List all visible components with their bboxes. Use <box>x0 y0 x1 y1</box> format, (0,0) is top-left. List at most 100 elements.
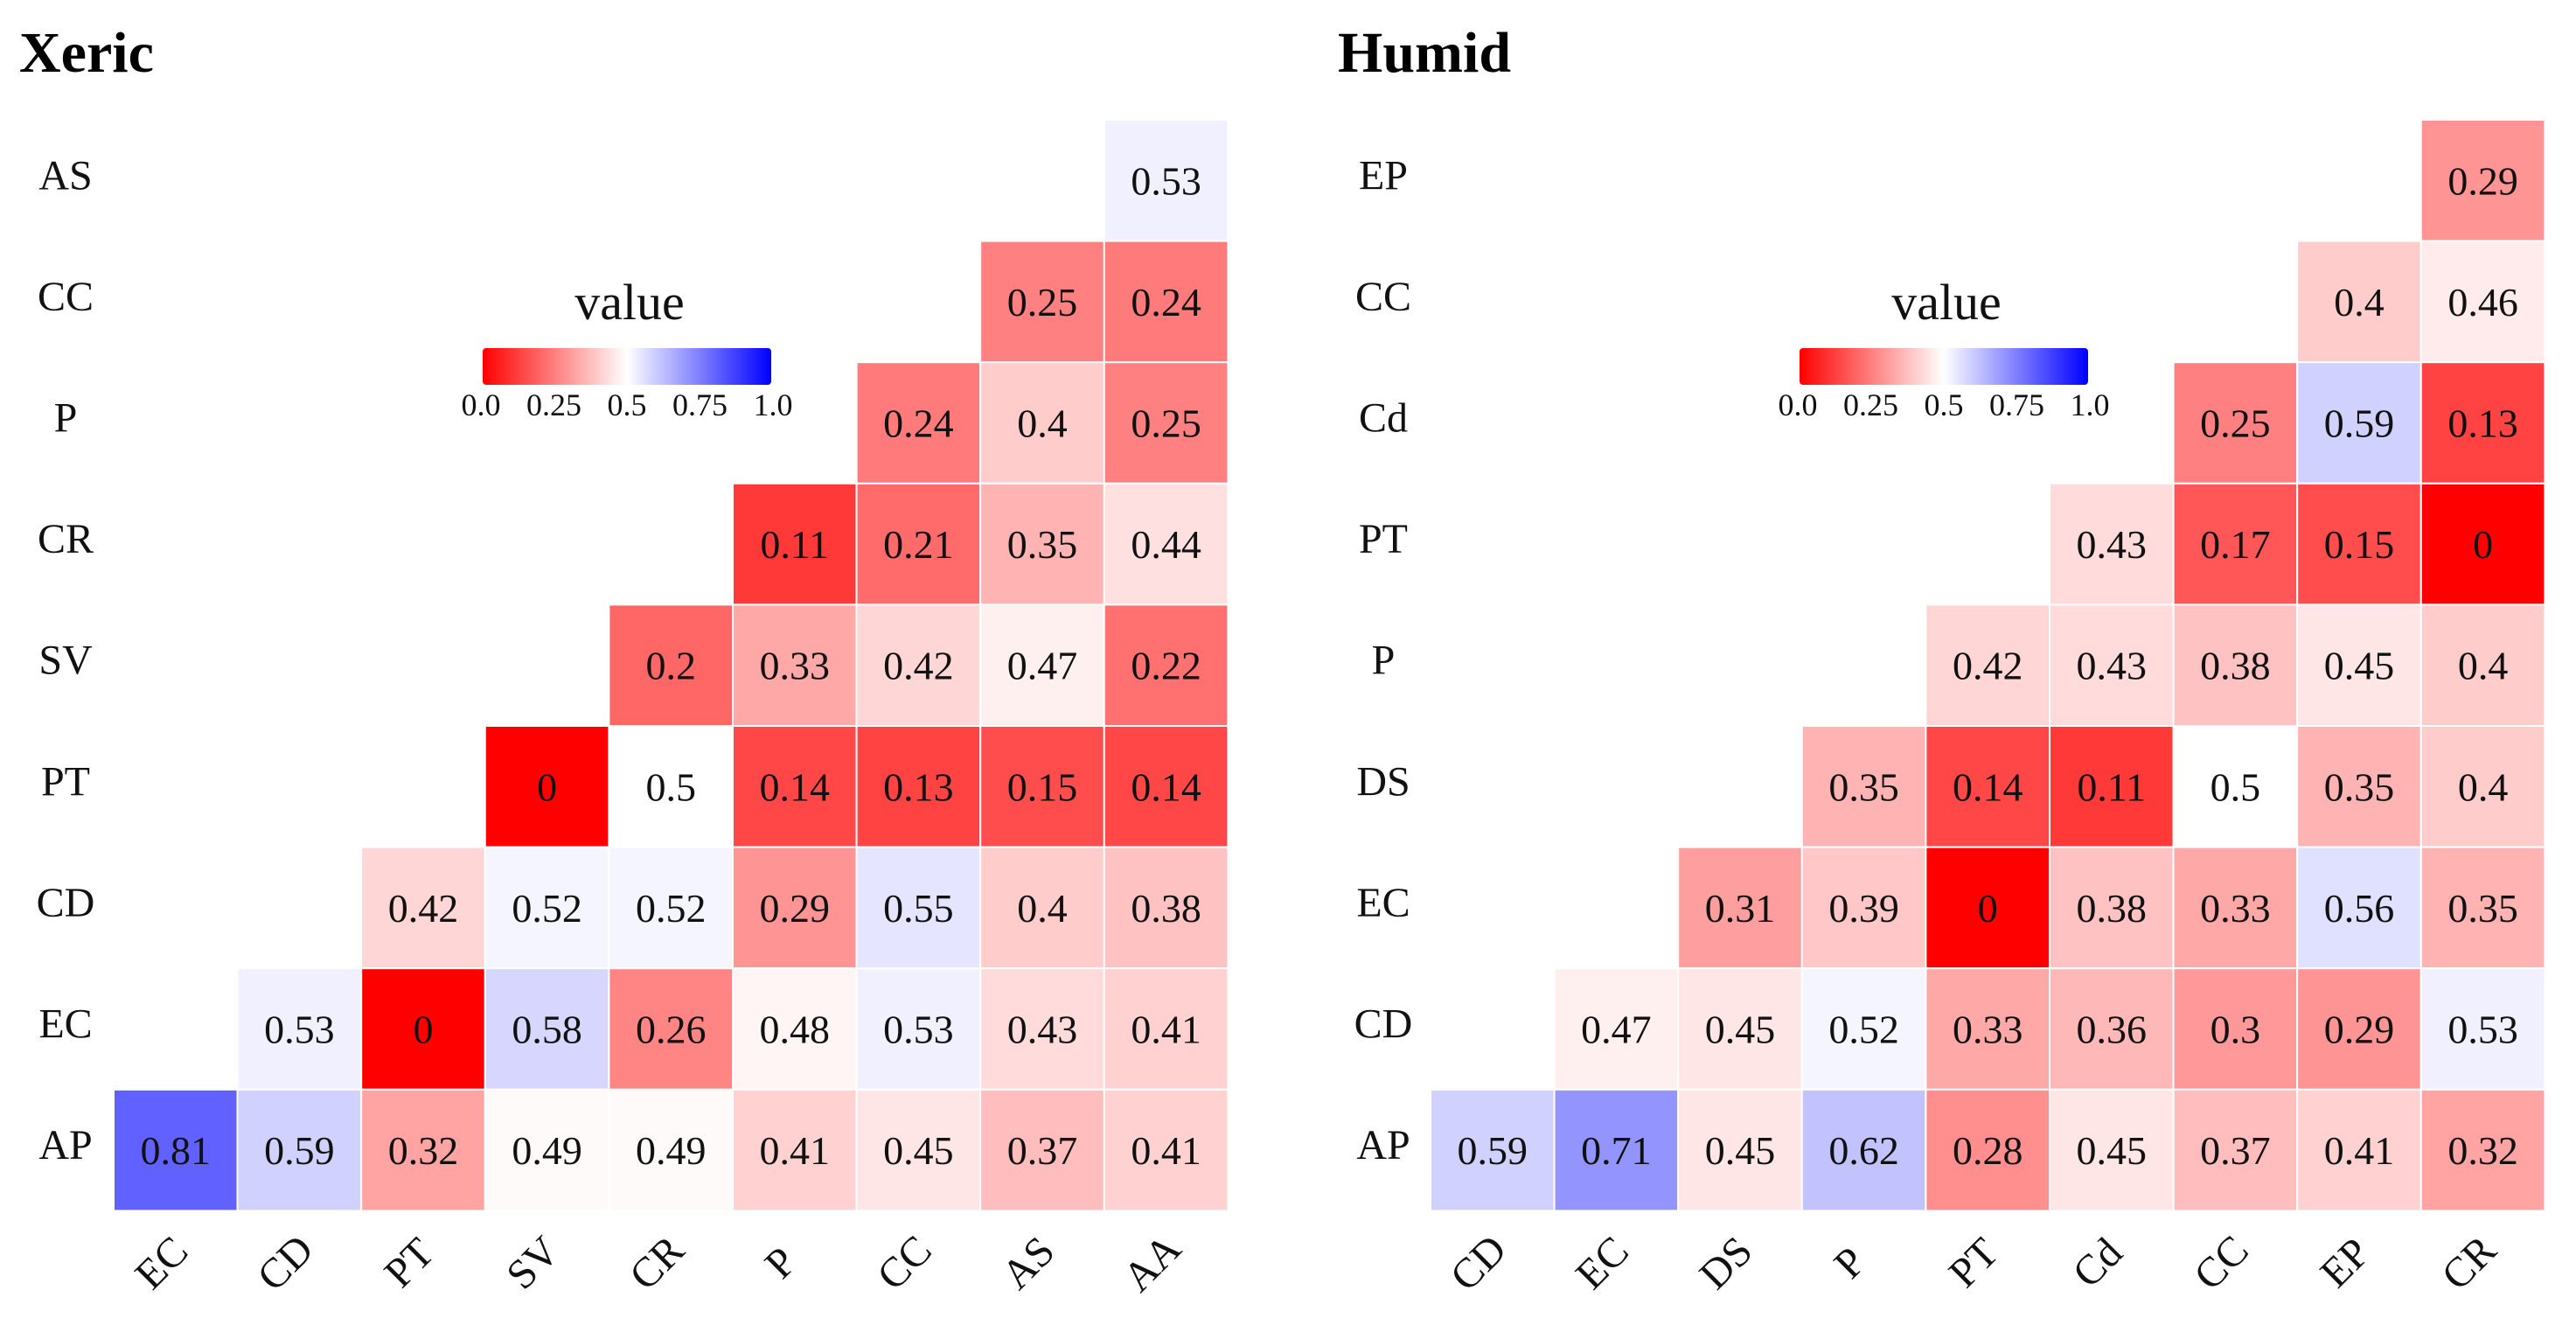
cell-value-label: 0.4 <box>1017 401 1068 446</box>
row-label: CR <box>38 516 94 562</box>
cell-rect <box>1553 967 1680 1091</box>
cell-value-label: 0.52 <box>1828 1008 1899 1052</box>
cell-rect <box>1800 1088 1927 1212</box>
row-label: EP <box>1359 152 1408 199</box>
heatmap-cell: 0.47 <box>979 603 1105 728</box>
heatmap-cell: 0.48 <box>732 967 858 1091</box>
heatmap-cell: 0.35 <box>979 482 1105 606</box>
heatmap-cell: 0.41 <box>1103 967 1229 1091</box>
panel-title: Humid <box>1338 21 1511 85</box>
row-label: CC <box>38 274 94 320</box>
cell-value-label: 0.35 <box>1828 764 1899 809</box>
heatmap-cell: 0.25 <box>2172 361 2299 485</box>
cell-rect <box>484 846 610 970</box>
cell-value-label: 0.24 <box>1131 280 1201 324</box>
heatmap-cell: 0.14 <box>1925 725 2050 848</box>
cell-value-label: 0 <box>537 764 557 809</box>
row-label: Cd <box>1359 395 1408 442</box>
cell-rect <box>1925 1088 2050 1212</box>
heatmap-cell: 0.49 <box>484 1088 610 1212</box>
cell-rect <box>2049 1088 2175 1212</box>
cell-rect <box>2419 119 2546 242</box>
heatmap-cell: 0.35 <box>2419 846 2546 970</box>
cell-value-label: 0.46 <box>2447 280 2518 324</box>
heatmap-cell: 0 <box>2419 482 2546 606</box>
heatmap-cell: 0.11 <box>732 482 858 606</box>
cell-value-label: 0.17 <box>2200 522 2271 567</box>
cell-rect <box>2172 967 2299 1091</box>
cell-rect <box>1677 1088 1803 1212</box>
cell-value-label: 0.45 <box>1705 1128 1776 1173</box>
cell-value-label: 0.53 <box>2447 1008 2518 1052</box>
cell-value-label: 0.13 <box>2447 401 2518 446</box>
row-label: PT <box>1359 516 1408 562</box>
cell-value-label: 0.41 <box>760 1128 831 1173</box>
cell-rect <box>2419 482 2546 606</box>
cell-value-label: 0.49 <box>512 1128 582 1173</box>
cell-value-label: 0 <box>2473 522 2493 567</box>
heatmap-cell: 0.32 <box>2419 1088 2546 1212</box>
col-label: SV <box>498 1227 568 1298</box>
col-label: EC <box>1567 1228 1638 1299</box>
heatmap-cell: 0.13 <box>855 725 982 848</box>
cell-value-label: 0.11 <box>2077 764 2146 809</box>
heatmap-cell: 0.58 <box>484 967 610 1091</box>
heatmap-cell: 0.44 <box>1103 482 1229 606</box>
cell-value-label: 0.37 <box>1007 1128 1078 1173</box>
cell-rect <box>732 1088 858 1212</box>
heatmap-cell: 0.55 <box>855 846 982 970</box>
cell-value-label: 0.43 <box>2077 644 2148 688</box>
row-label: AS <box>38 152 92 199</box>
color-legend: value 0.0 0.25 0.5 0.75 1.0 <box>1779 274 2110 422</box>
cell-value-label: 0.29 <box>760 886 831 931</box>
heatmap-cell: 0.41 <box>1103 1088 1229 1212</box>
cell-rect <box>979 725 1105 848</box>
cell-rect <box>1103 240 1229 364</box>
row-label: P <box>54 395 78 442</box>
cell-value-label: 0.5 <box>645 764 696 809</box>
cell-rect <box>2419 1088 2546 1212</box>
cell-rect <box>1677 967 1803 1091</box>
cell-rect <box>2419 967 2546 1091</box>
cell-value-label: 0.4 <box>2458 764 2509 809</box>
heatmap-cell: 0.26 <box>608 967 735 1091</box>
heatmap-cell: 0.38 <box>1103 846 1229 970</box>
col-label: PT <box>375 1229 442 1296</box>
heatmap-cell: 0.53 <box>2419 967 2546 1091</box>
legend-tick-label: 0.5 <box>1925 387 1964 422</box>
cell-rect <box>2049 967 2175 1091</box>
cell-value-label: 0.37 <box>2200 1128 2271 1173</box>
heatmap-cell: 0.45 <box>1677 1088 1803 1212</box>
cell-value-label: 0.15 <box>1007 764 1078 809</box>
cell-value-label: 0.26 <box>636 1008 707 1052</box>
cell-rect <box>236 1088 363 1212</box>
cell-value-label: 0.25 <box>2200 401 2271 446</box>
heatmap-cell: 0.4 <box>979 361 1105 485</box>
cell-value-label: 0.29 <box>2324 1008 2395 1052</box>
cell-value-label: 0.59 <box>2324 401 2395 446</box>
heatmap-cell: 0.41 <box>2296 1088 2422 1212</box>
heatmap-cell: 0.47 <box>1553 967 1680 1091</box>
heatmap-cell: 0.43 <box>2049 482 2175 606</box>
col-label: DS <box>1691 1228 1762 1299</box>
heatmap-cell: 0.81 <box>113 1088 239 1212</box>
cell-value-label: 0.41 <box>1131 1008 1201 1052</box>
legend-tick-label: 0.75 <box>672 387 728 422</box>
heatmap-cell: 0.46 <box>2419 240 2546 364</box>
cell-rect <box>1103 482 1229 606</box>
cell-rect <box>2172 361 2299 485</box>
heatmap-cell: 0 <box>484 725 610 848</box>
cell-rect <box>979 967 1105 1091</box>
heatmap-cell: 0.59 <box>2296 361 2422 485</box>
cell-rect <box>1103 603 1229 728</box>
col-label: PT <box>1940 1229 2008 1296</box>
cell-value-label: 0.31 <box>1705 886 1776 931</box>
cell-rect <box>2172 482 2299 606</box>
heatmap-cell: 0 <box>1925 846 2050 970</box>
row-label: EC <box>1356 880 1410 926</box>
cell-value-label: 0.38 <box>2077 886 2148 931</box>
col-label: EC <box>126 1228 197 1299</box>
heatmap-cell: 0.4 <box>2296 240 2422 364</box>
cell-value-label: 0.53 <box>883 1008 954 1052</box>
col-label: Cd <box>2064 1229 2131 1296</box>
